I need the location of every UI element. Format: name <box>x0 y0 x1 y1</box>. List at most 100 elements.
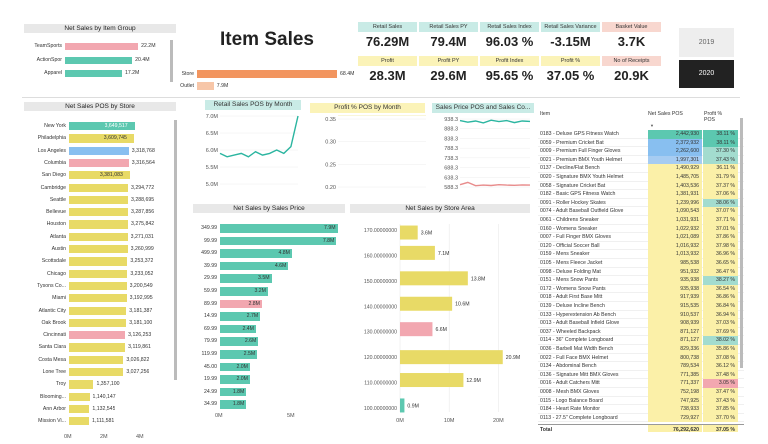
price-bar[interactable] <box>220 287 268 296</box>
store-bar[interactable] <box>69 368 124 377</box>
store-row[interactable]: Austin 3,260,999 <box>24 243 176 255</box>
bar-row[interactable]: Apparel 17.2M <box>24 67 174 81</box>
store-bar[interactable] <box>69 257 128 266</box>
table-row[interactable]: 0061 - Childrens Sneaker 1,031,931 37.71 % <box>538 216 744 225</box>
store-bar[interactable] <box>69 171 130 180</box>
store-row[interactable]: Troy 1,357,100 <box>24 378 176 390</box>
store-row[interactable]: Tysons Co... 3,200,549 <box>24 280 176 292</box>
table-row[interactable]: 0016 - Adult Catchers Mitt 771,337 3.05 % <box>538 379 744 388</box>
year-2019-button[interactable]: 2019 <box>679 28 734 57</box>
store-row[interactable]: Los Angeles 3,318,768 <box>24 145 176 157</box>
store-bar[interactable] <box>69 306 127 315</box>
table-row[interactable]: 0021 - Premium BMX Youth Helmet 1,997,301… <box>538 155 744 165</box>
store-bar[interactable] <box>69 392 90 401</box>
price-bar[interactable] <box>220 337 259 346</box>
table-row[interactable]: 0184 - Heart Rate Monitor 738,933 37.85 % <box>538 405 744 414</box>
store-row[interactable]: Miami 3,192,995 <box>24 292 176 304</box>
price-bar[interactable] <box>220 299 262 309</box>
table-row[interactable]: 0133 - Hyperextension Ab Bench 910,537 36.… <box>538 310 744 320</box>
table-row[interactable]: 0183 - Deluxe GPS Fitness Watch 2,442,930… <box>538 130 744 139</box>
table-row[interactable]: 0007 - Full Finger BMX Gloves 1,021,089 37… <box>538 233 744 242</box>
store-bar[interactable] <box>69 294 127 303</box>
price-bar[interactable] <box>220 249 292 258</box>
table-row[interactable]: 0137 - Decline/Flat Bench 1,490,929 36.11 … <box>538 164 744 173</box>
store-bar[interactable] <box>69 195 129 205</box>
channel-chart[interactable]: Store 68.4M Outlet 7.9M <box>176 68 361 96</box>
store-row[interactable]: Seattle 3,288,695 <box>24 194 176 206</box>
store-bar[interactable] <box>69 417 90 426</box>
col-header-profit[interactable]: Profit % POS <box>704 111 723 123</box>
store-row[interactable]: Atlantic City 3,181,387 <box>24 305 176 317</box>
bar[interactable] <box>65 70 122 78</box>
table-row[interactable]: 0036 - Barbell Mat Width Bench 829,336 35.… <box>538 345 744 354</box>
table-row[interactable]: 0134 - Abdominal Bench 789,534 36.12 % <box>538 362 744 371</box>
bar-row[interactable]: ActionSpor 20.4M <box>24 54 174 68</box>
store-bar[interactable] <box>69 232 128 241</box>
profit-month-chart[interactable]: 0.35 0.30 0.25 0.20 <box>310 113 430 195</box>
price-row[interactable]: 39.99 4.6M <box>193 260 345 273</box>
price-row[interactable]: 349.99 7.9M <box>193 222 345 235</box>
table-row[interactable]: 0091 - Roller Hockey Skates 1,239,996 38.0… <box>538 198 744 208</box>
store-row[interactable]: Bellevue 3,287,856 <box>24 206 176 218</box>
bar[interactable] <box>65 43 139 51</box>
price-bar[interactable] <box>220 362 250 372</box>
area-bar[interactable] <box>400 245 435 260</box>
store-bar[interactable] <box>69 220 129 229</box>
store-bar[interactable] <box>69 245 128 254</box>
year-2020-button[interactable]: 2020 <box>679 60 734 88</box>
table-row[interactable]: 0037 - Wheeled Backpack 871,127 37.69 % <box>538 327 744 337</box>
store-scrollbar[interactable] <box>174 120 177 380</box>
table-row[interactable]: 0022 - Full Face BMX Helmet 800,738 37.08 … <box>538 353 744 363</box>
area-bar[interactable] <box>400 296 453 311</box>
store-row[interactable]: Cincinnati 3,126,253 <box>24 329 176 341</box>
item-group-chart[interactable]: TeamSports 22.2M ActionSpor 20.4M Apparel 17.… <box>24 40 174 90</box>
store-bar[interactable] <box>69 158 129 168</box>
table-row[interactable]: 0013 - Adult Baseball Infield Glove 908,9… <box>538 319 744 328</box>
price-row[interactable]: 34.99 1.8M <box>193 398 345 411</box>
store-bar[interactable] <box>69 355 124 364</box>
table-scrollbar[interactable] <box>740 118 743 368</box>
bar-row[interactable]: Store 68.4M <box>176 68 361 80</box>
price-bar[interactable] <box>220 261 289 271</box>
price-bar[interactable] <box>220 400 247 409</box>
table-row[interactable]: 0151 - Mens Snow Pants 935,938 38.27 % <box>538 276 744 285</box>
area-bar[interactable] <box>400 398 405 413</box>
store-row[interactable]: Lone Tree 3,027,256 <box>24 366 176 378</box>
table-row[interactable]: 0115 - Logo Balance Board 747,925 37.43 % <box>538 396 744 406</box>
price-bar[interactable] <box>220 387 247 397</box>
table-row[interactable]: 0113 - 27.5" Complete Longboard 729,927 37… <box>538 413 744 423</box>
store-bar[interactable] <box>69 146 129 155</box>
price-bar[interactable] <box>220 274 272 283</box>
price-row[interactable]: 119.99 2.5M <box>193 348 345 361</box>
bar-row[interactable]: TeamSports 22.2M <box>24 40 174 54</box>
store-bar[interactable] <box>69 331 126 340</box>
area-chart[interactable]: 170.00000000 160.00000000 150.00000000 140.… <box>350 220 530 430</box>
table-row[interactable]: 0009 - Premium Full Finger Gloves 2,262,6… <box>538 147 744 156</box>
store-bar[interactable] <box>69 404 90 414</box>
store-row[interactable]: Blooming... 1,140,147 <box>24 391 176 403</box>
price-row[interactable]: 499.99 4.8M <box>193 247 345 260</box>
price-row[interactable]: 79.99 2.6M <box>193 335 345 348</box>
store-row[interactable]: Philadelphia 3,609,745 <box>24 132 176 144</box>
retail-month-chart[interactable]: 7.0M 6.5M 6.0M 5.5M 5.0M <box>192 112 302 192</box>
table-row[interactable]: 0098 - Deluxe Folding Mat 951,932 36.47 % <box>538 267 744 277</box>
price-bar[interactable] <box>220 224 338 233</box>
store-bar[interactable] <box>69 269 128 278</box>
store-row[interactable]: Santa Clara 3,119,861 <box>24 341 176 353</box>
table-row[interactable]: 0120 - Official Soccer Ball 1,016,932 37.9… <box>538 241 744 251</box>
table-row[interactable]: 0182 - Basic GPS Fitness Watch 1,381,931 3… <box>538 190 744 199</box>
store-row[interactable]: Columbia 3,316,564 <box>24 157 176 169</box>
store-row[interactable]: Chicago 3,233,052 <box>24 268 176 280</box>
table-row[interactable]: 0136 - Signature Mitt BMX Gloves 771,385 3… <box>538 370 744 380</box>
store-row[interactable]: Mission Vi... 1,111,581 <box>24 415 176 427</box>
table-row[interactable]: 0008 - Mesh BMX Gloves 752,198 37.47 % <box>538 388 744 397</box>
price-row[interactable]: 29.99 3.5M <box>193 272 345 285</box>
price-row[interactable]: 24.99 1.8M <box>193 386 345 399</box>
area-bar[interactable] <box>400 225 418 240</box>
table-row[interactable]: 0159 - Mens Sneaker 1,013,932 36.96 % <box>538 250 744 259</box>
store-row[interactable]: New York 3,649,517 <box>24 120 176 132</box>
col-header-item[interactable]: Item <box>540 111 551 117</box>
items-table[interactable]: Item Net Sales POS Profit % POS ▼ 0183 - Del… <box>538 107 744 432</box>
store-bar[interactable] <box>69 122 135 131</box>
store-row[interactable]: Costa Mesa 3,026,822 <box>24 354 176 366</box>
